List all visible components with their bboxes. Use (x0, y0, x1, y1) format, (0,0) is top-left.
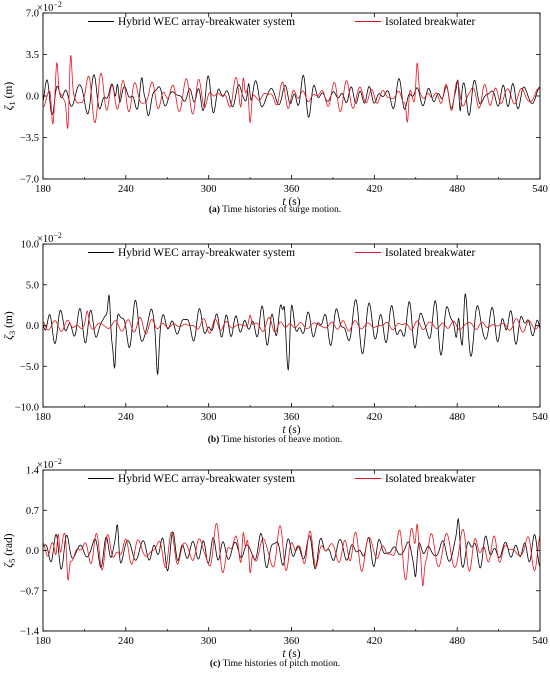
axis-multiplier: ×10−2 (37, 457, 62, 471)
panel-caption-text: Time histories of heave motion. (219, 434, 342, 445)
chart-panel-3: 180 240 300 360 420 480 540 −1.4 −0.7 0.0 0.7 1.4×1… (3, 457, 548, 669)
y-axis-unit: (m) (3, 311, 15, 331)
y-axis-symbol: ζ (3, 104, 15, 110)
x-tick-label: 300 (201, 636, 217, 647)
legend-label: Hybrid WEC array-breakwater system (118, 247, 295, 259)
y-axis-subscript: 5 (7, 559, 17, 563)
x-axis-label: t (s) (282, 196, 300, 208)
axis-multiplier-exp: −2 (53, 0, 62, 9)
x-tick-label: 420 (366, 636, 382, 647)
x-tick-label: 480 (449, 636, 465, 647)
y-axis-label: ζ3 (m) (3, 311, 17, 340)
x-axis-label: t (s) (282, 648, 300, 660)
panel-caption: (a) Time histories of surge motion. (209, 204, 341, 215)
plot-frame (42, 243, 541, 408)
x-tick-label: 360 (284, 412, 300, 423)
series-line-1 (43, 518, 540, 578)
y-tick-label: −7.0 (20, 175, 39, 186)
y-tick-label: 1.4 (26, 466, 40, 477)
legend-label: Hybrid WEC array-breakwater system (118, 16, 295, 28)
x-axis-unit: (s) (286, 648, 301, 660)
x-axis-symbol: t (282, 424, 286, 436)
x-axis-unit: (s) (286, 196, 301, 208)
x-axis-symbol: t (282, 648, 286, 660)
x-tick-label: 180 (35, 184, 51, 195)
y-tick-label: 0.7 (26, 506, 39, 517)
x-tick-label: 480 (449, 184, 465, 195)
panel-caption-text: Time histories of pitch motion. (220, 658, 340, 669)
y-tick-label: −10.0 (15, 403, 39, 414)
y-tick-label: −1.4 (20, 627, 40, 638)
x-axis-label: t (s) (282, 424, 300, 436)
panel-caption: (b) Time histories of heave motion. (208, 434, 343, 445)
panel-caption-text: Time histories of surge motion. (220, 204, 341, 215)
x-tick-label: 300 (201, 184, 217, 195)
y-axis-subscript: 1 (7, 101, 17, 105)
legend-label: Isolated breakwater (385, 247, 476, 259)
y-tick-label: 0.0 (26, 92, 39, 103)
y-axis-unit: (rad) (3, 533, 15, 558)
x-tick-label: 420 (366, 184, 382, 195)
y-tick-label: 3.5 (26, 50, 39, 61)
legend-label: Hybrid WEC array-breakwater system (118, 473, 295, 485)
y-tick-label: 10.0 (21, 240, 39, 251)
y-axis-label: ζ1 (m) (3, 82, 17, 111)
x-axis-unit: (s) (286, 424, 301, 436)
axis-multiplier-exp: −2 (53, 457, 62, 466)
x-tick-label: 540 (532, 184, 548, 195)
y-tick-label: −5.0 (20, 362, 39, 373)
x-tick-label: 420 (366, 412, 382, 423)
x-tick-label: 480 (449, 412, 465, 423)
series-line-1 (43, 74, 540, 118)
y-axis-symbol: ζ (3, 334, 15, 340)
y-axis-label: ζ5 (rad) (3, 533, 17, 567)
legend: Hybrid WEC array-breakwater system Isolat… (88, 247, 476, 259)
x-axis-symbol: t (282, 196, 286, 208)
chart-panel-1: 180 240 300 360 420 480 540 −7.0 −3.5 0.0 3.5 7.0×1… (3, 0, 548, 215)
x-tick-label: 180 (35, 636, 51, 647)
y-tick-label: −3.5 (20, 133, 39, 144)
x-tick-label: 540 (532, 636, 548, 647)
axis-multiplier: ×10−2 (37, 231, 62, 245)
x-tick-label: 240 (118, 184, 134, 195)
y-tick-label: 7.0 (26, 9, 39, 20)
axis-multiplier: ×10−2 (37, 0, 62, 14)
y-tick-label: 5.0 (26, 280, 39, 291)
chart-panel-2: 180 240 300 360 420 480 540 −10.0 −5.0 0.0 5.0 10.0… (3, 231, 548, 445)
series-line-2 (43, 522, 540, 587)
panel-caption-label: (a) (209, 204, 220, 215)
panel-caption: (c) Time histories of pitch motion. (210, 658, 340, 669)
legend: Hybrid WEC array-breakwater system Isolat… (88, 473, 476, 485)
y-tick-label: 0.0 (26, 546, 39, 557)
series-line-1 (43, 293, 540, 376)
axis-multiplier-exp: −2 (53, 231, 62, 240)
y-tick-label: 0.0 (26, 321, 39, 332)
y-axis-subscript: 3 (7, 331, 17, 335)
x-tick-label: 240 (118, 636, 134, 647)
legend: Hybrid WEC array-breakwater system Isolat… (88, 16, 476, 28)
x-tick-label: 360 (284, 636, 300, 647)
legend-label: Isolated breakwater (385, 473, 476, 485)
x-tick-label: 360 (284, 184, 300, 195)
x-tick-label: 240 (118, 412, 134, 423)
y-axis-symbol: ζ (3, 562, 15, 568)
y-axis-unit: (m) (3, 82, 15, 102)
panel-caption-label: (c) (210, 658, 221, 669)
x-tick-label: 300 (201, 412, 217, 423)
panel-caption-label: (b) (208, 434, 220, 445)
x-tick-label: 540 (532, 412, 548, 423)
series-line-2 (43, 55, 540, 130)
y-tick-label: −0.7 (20, 586, 39, 597)
series-line-2 (43, 310, 540, 335)
x-tick-label: 180 (35, 412, 51, 423)
legend-label: Isolated breakwater (385, 16, 476, 28)
